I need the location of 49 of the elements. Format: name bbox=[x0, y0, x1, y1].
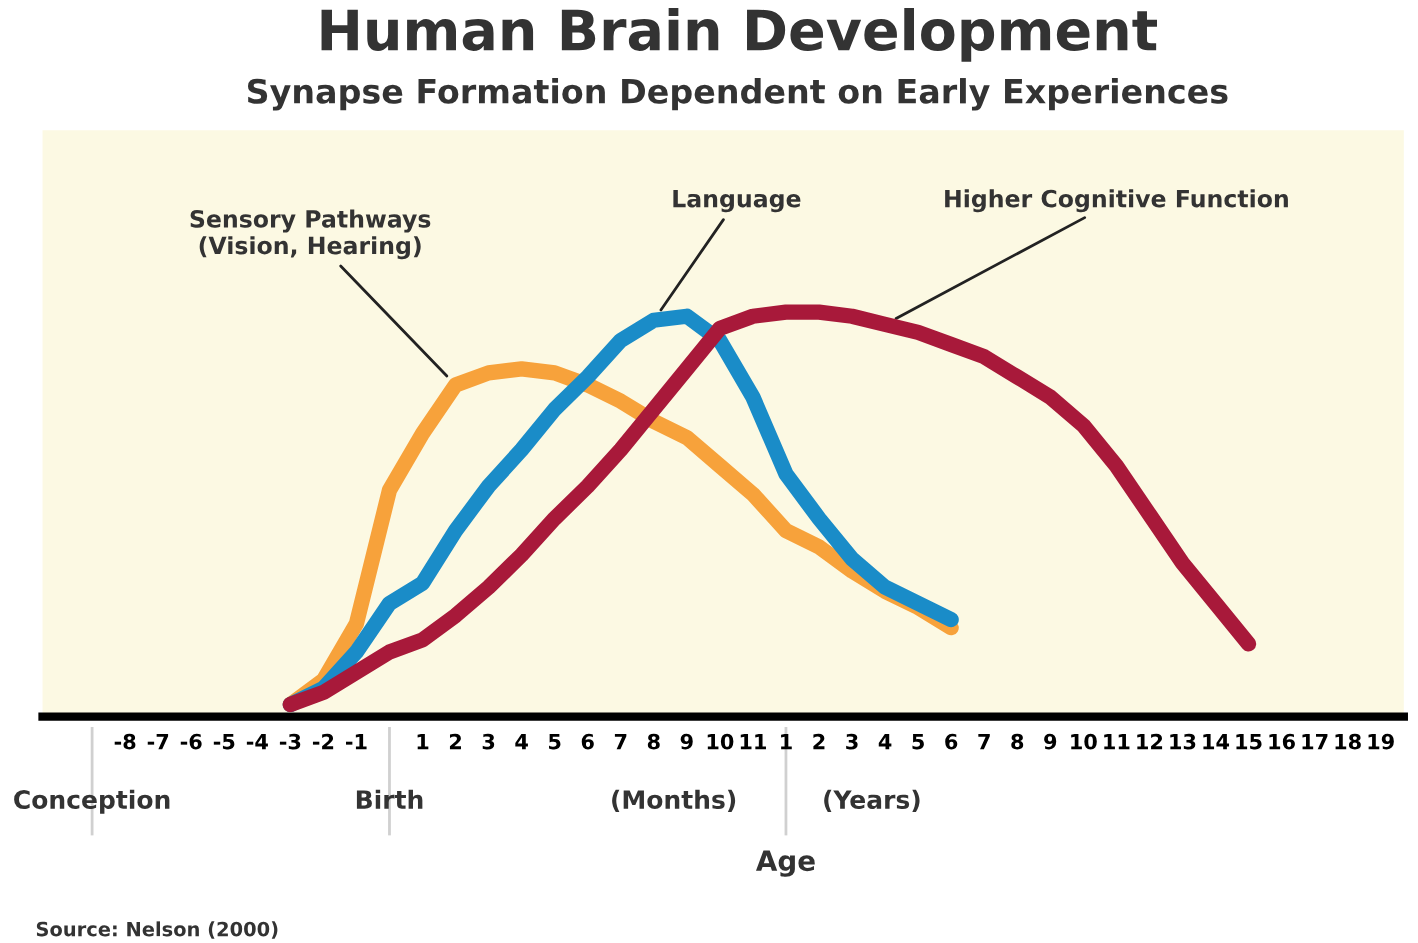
x-axis-title: Age bbox=[755, 850, 815, 877]
x-tick-label: 5 bbox=[912, 733, 924, 750]
x-tick-label: -7 bbox=[147, 733, 169, 750]
x-tick-label: 2 bbox=[449, 733, 461, 750]
x-tick-label: 13 bbox=[1170, 733, 1196, 750]
x-tick-label: -3 bbox=[279, 733, 301, 750]
x-tick-label: -1 bbox=[345, 733, 367, 750]
x-tick-label: 6 bbox=[581, 733, 594, 750]
x-tick-label: 14 bbox=[1203, 733, 1230, 750]
x-tick-label: 4 bbox=[878, 733, 892, 750]
x-tick-label: 18 bbox=[1335, 733, 1361, 750]
x-tick-label: 10 bbox=[1071, 733, 1097, 750]
x-tick-label: 8 bbox=[647, 733, 660, 750]
x-tick-label: 10 bbox=[707, 733, 734, 750]
x-tick-label: -4 bbox=[246, 733, 268, 750]
x-tick-label: 5 bbox=[549, 733, 561, 750]
x-tick-label: 11 bbox=[740, 733, 766, 750]
text: Birth bbox=[356, 789, 423, 809]
x-tick-label: 17 bbox=[1302, 733, 1328, 750]
x-tick-label: -8 bbox=[114, 733, 136, 750]
x-tick-label: 2 bbox=[813, 733, 825, 750]
x-tick-label: 6 bbox=[945, 733, 958, 750]
x-tick-label: 9 bbox=[680, 733, 693, 750]
x-tick-label: -5 bbox=[213, 733, 235, 750]
x-tick-label: 1 bbox=[417, 733, 429, 750]
x-tick-label: 7 bbox=[978, 733, 990, 750]
text: (Years) bbox=[824, 789, 920, 812]
x-tick-label: 9 bbox=[1044, 733, 1057, 750]
x-tick-label: 3 bbox=[846, 733, 858, 750]
x-tick-label: 15 bbox=[1236, 733, 1262, 750]
x-tick-label: 16 bbox=[1269, 733, 1295, 750]
x-tick-label: 11 bbox=[1104, 733, 1130, 750]
text: Conception bbox=[14, 789, 170, 814]
text: Language bbox=[673, 189, 801, 213]
chart-title: Human Brain Development bbox=[321, 8, 1157, 62]
text: Sensory Pathways (Vision, Hearing) bbox=[190, 209, 431, 260]
x-tick-label: 8 bbox=[1011, 733, 1024, 750]
x-tick-label: 4 bbox=[515, 733, 528, 750]
chart-subtitle: Synapse Formation Dependent on Early Experiences bbox=[247, 78, 1228, 111]
x-tick-label: 12 bbox=[1137, 733, 1163, 750]
x-tick-label: 3 bbox=[482, 733, 495, 750]
x-tick-label: 1 bbox=[781, 733, 792, 750]
source-note: Source: Nelson (2000) bbox=[36, 921, 278, 939]
x-tick-label: -2 bbox=[312, 733, 334, 750]
x-tick-label: 19 bbox=[1368, 733, 1394, 750]
x-tick-label: 7 bbox=[614, 733, 627, 750]
x-tick-label: -6 bbox=[180, 733, 202, 750]
text: Higher Cognitive Function bbox=[945, 189, 1288, 213]
text: (Months) bbox=[612, 789, 736, 812]
